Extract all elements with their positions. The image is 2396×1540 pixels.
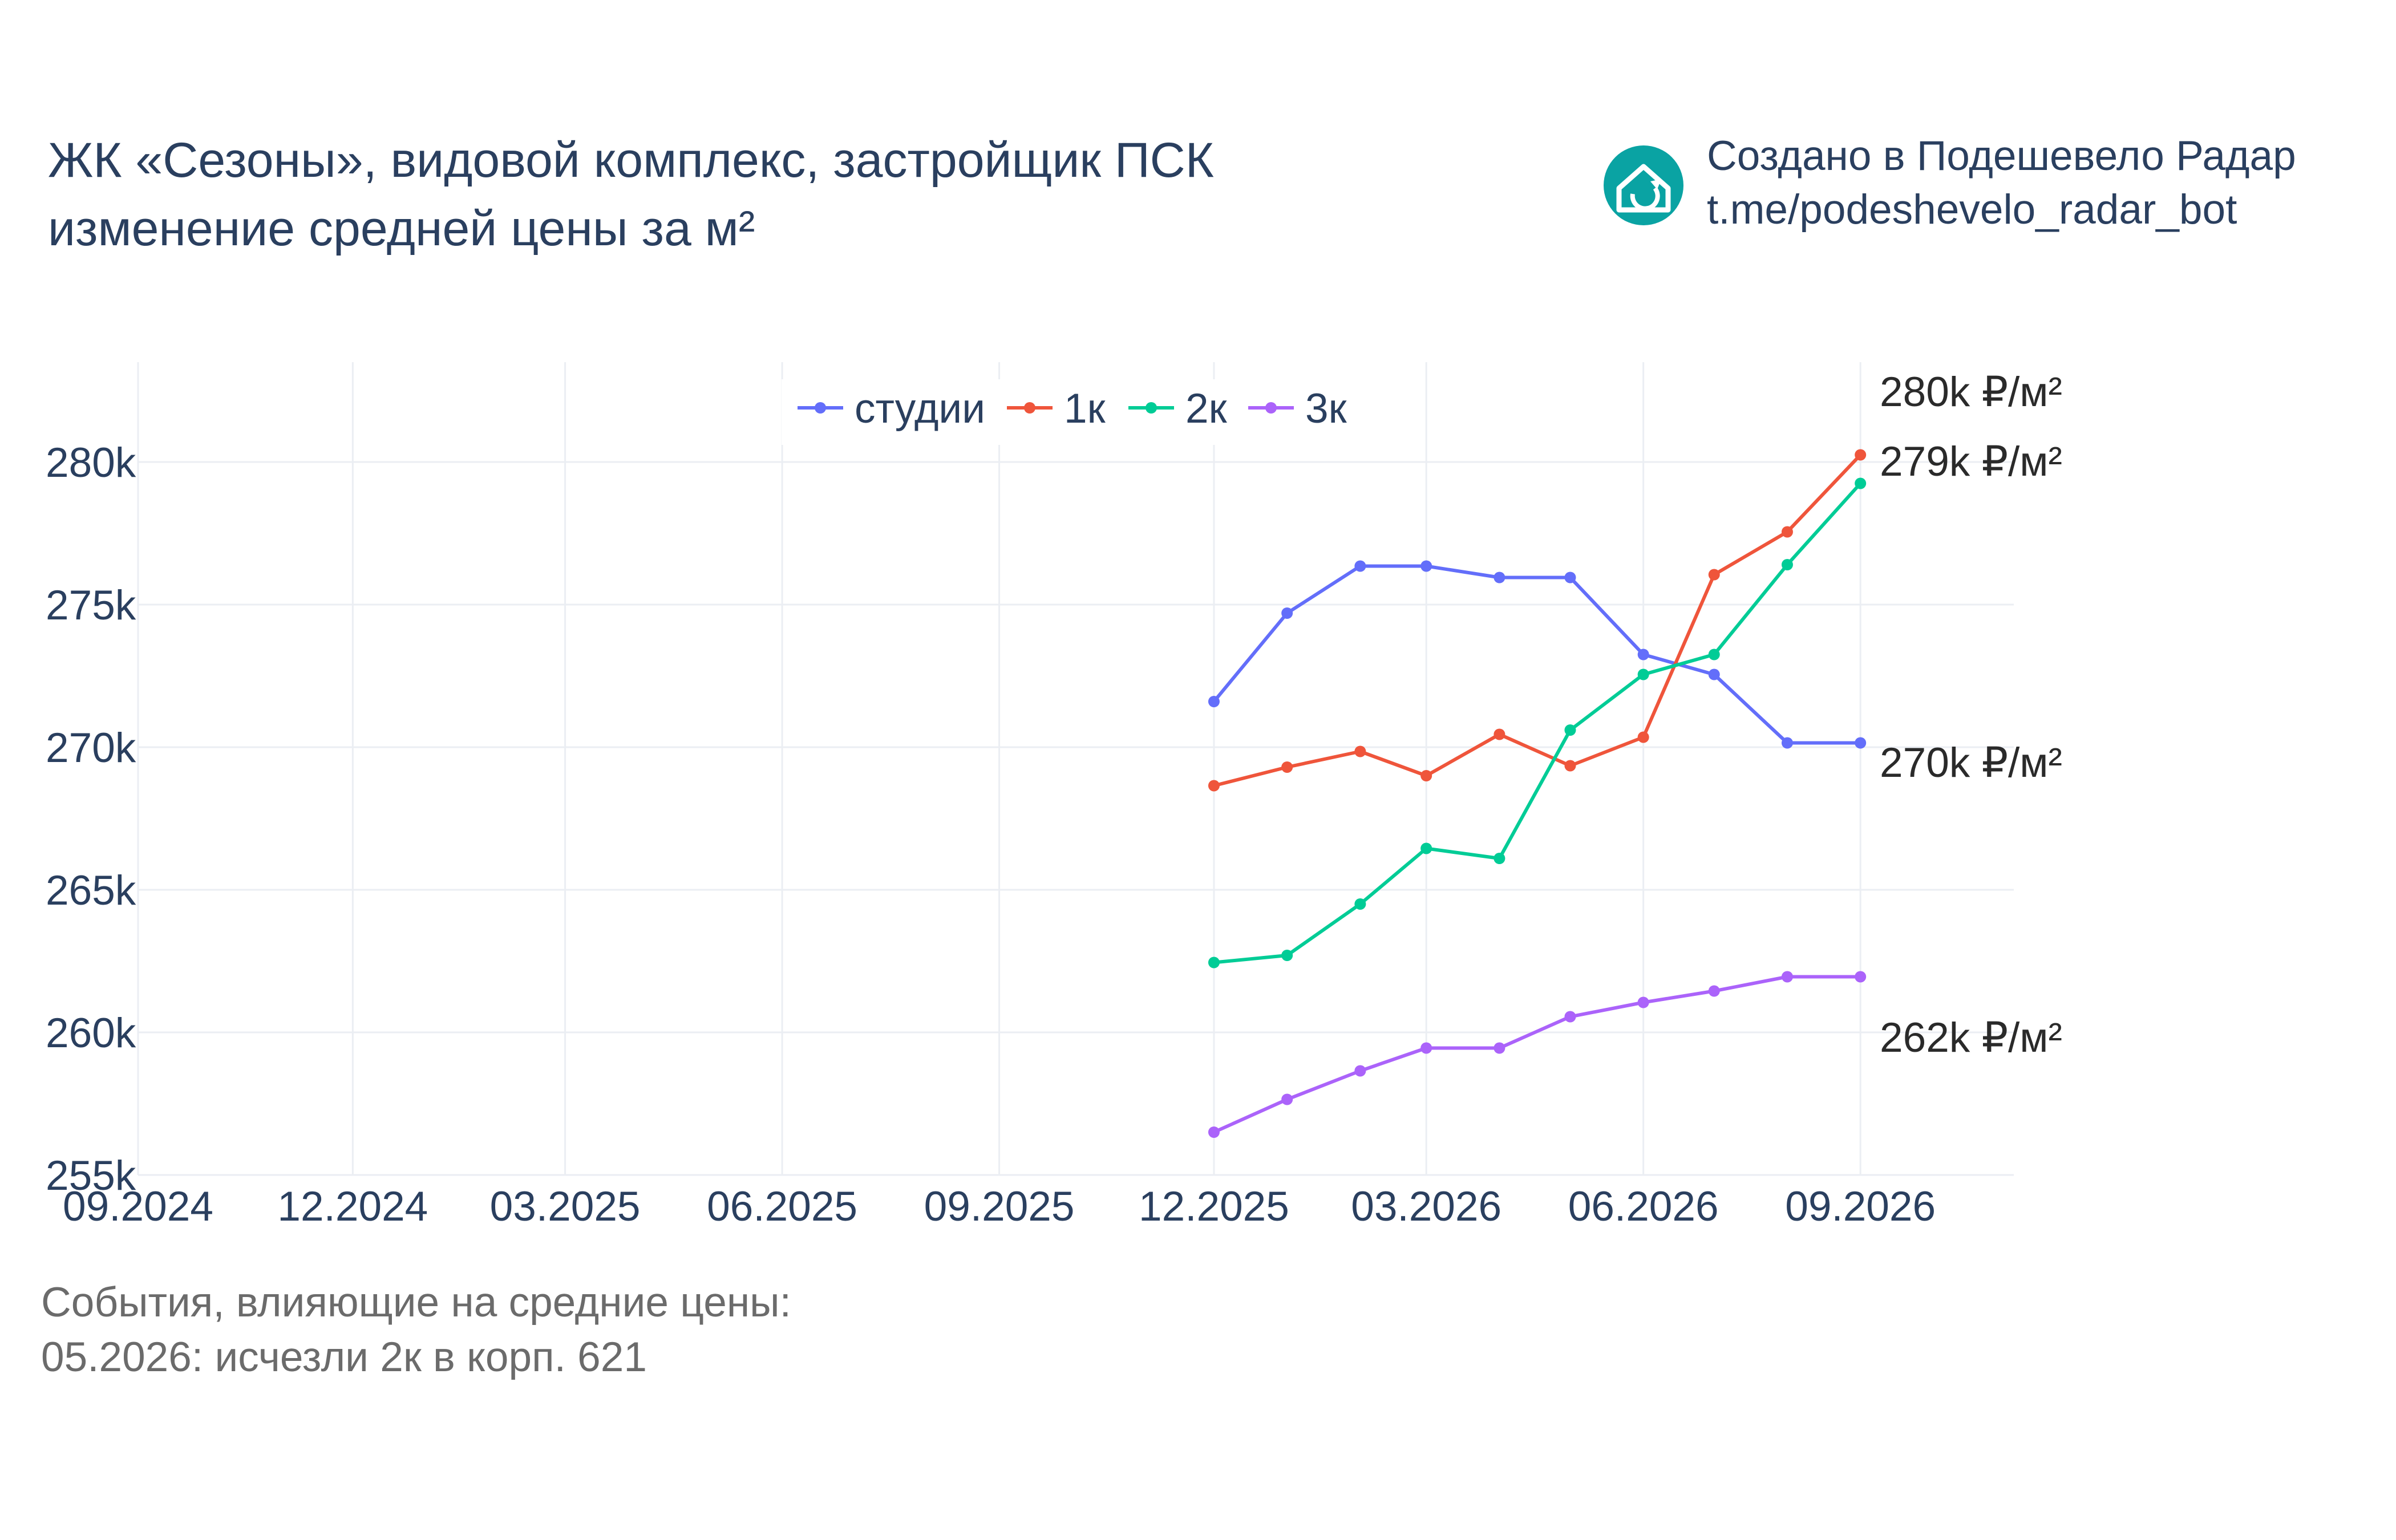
data-point bbox=[1855, 971, 1867, 983]
y-tick-label: 270k bbox=[46, 725, 136, 771]
legend-label: 3к bbox=[1305, 386, 1347, 432]
y-tick-label: 275k bbox=[46, 582, 136, 629]
data-point bbox=[1781, 971, 1793, 983]
data-point bbox=[1708, 649, 1720, 660]
y-tick-label: 260k bbox=[46, 1010, 136, 1056]
data-point bbox=[1208, 780, 1220, 792]
legend-label: 2к bbox=[1185, 386, 1228, 432]
data-point bbox=[1354, 745, 1366, 757]
data-point bbox=[1564, 724, 1576, 736]
data-point bbox=[1708, 985, 1720, 997]
y-axis-ticks: 255k 260k 265k 270k 275k 280k bbox=[46, 440, 136, 1199]
series-0 bbox=[1208, 560, 1867, 749]
legend-label: 1к bbox=[1064, 386, 1106, 432]
events-heading: События, влияющие на средние цены: bbox=[41, 1279, 791, 1326]
data-point bbox=[1637, 649, 1649, 660]
data-point bbox=[1781, 526, 1793, 538]
y-tick-label: 280k bbox=[46, 440, 136, 486]
data-point bbox=[1420, 770, 1432, 781]
series-line bbox=[1213, 975, 1861, 1134]
series-2 bbox=[1208, 477, 1867, 968]
data-point bbox=[1494, 1042, 1505, 1054]
data-point bbox=[1208, 696, 1220, 707]
end-value-label: 279k ₽/м² bbox=[1880, 439, 2062, 485]
y-tick-label: 265k bbox=[46, 868, 136, 914]
data-point bbox=[1281, 761, 1293, 773]
data-point bbox=[1420, 842, 1432, 854]
series-lines bbox=[1208, 449, 1867, 1138]
end-value-label: 262k ₽/м² bbox=[1880, 1015, 2062, 1061]
data-point bbox=[1208, 957, 1220, 968]
legend-swatch-marker bbox=[1024, 402, 1035, 414]
legend-label: студии bbox=[855, 386, 985, 432]
x-tick-label: 09.2026 bbox=[1785, 1184, 1936, 1230]
data-point bbox=[1855, 477, 1867, 489]
data-point bbox=[1494, 853, 1505, 864]
x-tick-label: 09.2025 bbox=[924, 1184, 1075, 1230]
data-point bbox=[1420, 1042, 1432, 1054]
data-point bbox=[1855, 449, 1867, 461]
legend-item[interactable]: 2к bbox=[1128, 386, 1228, 432]
data-point bbox=[1637, 996, 1649, 1008]
data-point bbox=[1564, 760, 1576, 772]
legend-item[interactable]: студии bbox=[798, 386, 985, 432]
legend-swatch-marker bbox=[815, 402, 826, 414]
data-point bbox=[1281, 950, 1293, 961]
end-value-labels: 280k ₽/м² 279k ₽/м² 270k ₽/м² 262k ₽/м² bbox=[1880, 369, 2062, 1061]
data-point bbox=[1281, 1093, 1293, 1105]
data-point bbox=[1637, 731, 1649, 743]
series-1 bbox=[1208, 449, 1867, 792]
event-item: 05.2026: исчезли 2к в корп. 621 bbox=[41, 1334, 647, 1380]
x-tick-label: 03.2025 bbox=[490, 1184, 641, 1230]
data-point bbox=[1420, 560, 1432, 572]
data-point bbox=[1354, 898, 1366, 910]
legend-item[interactable]: 1к bbox=[1007, 386, 1106, 432]
credit-line-1: Создано в Подешевело Радар bbox=[1707, 133, 2296, 179]
legend-swatch-marker bbox=[1146, 402, 1157, 414]
data-point bbox=[1708, 569, 1720, 581]
data-point bbox=[1564, 1011, 1576, 1023]
chart-title-line-1: ЖК «Сезоны», видовой комплекс, застройщи… bbox=[48, 133, 1214, 188]
end-value-label: 280k ₽/м² bbox=[1880, 369, 2062, 415]
data-point bbox=[1208, 1126, 1220, 1138]
legend-background bbox=[782, 379, 1358, 445]
x-tick-label: 03.2026 bbox=[1351, 1184, 1501, 1230]
data-point bbox=[1708, 668, 1720, 680]
x-tick-label: 09.2024 bbox=[63, 1184, 213, 1230]
y-tick-label: 255k bbox=[46, 1153, 136, 1199]
series-3 bbox=[1208, 971, 1867, 1138]
data-point bbox=[1781, 559, 1793, 570]
series-line bbox=[1212, 564, 1861, 745]
data-point bbox=[1855, 737, 1867, 749]
data-point bbox=[1354, 560, 1366, 572]
legend-item[interactable]: 3к bbox=[1248, 386, 1347, 432]
x-tick-label: 06.2025 bbox=[707, 1184, 857, 1230]
house-refresh-icon bbox=[1604, 145, 1683, 225]
x-tick-label: 12.2024 bbox=[277, 1184, 428, 1230]
end-value-label: 270k ₽/м² bbox=[1880, 740, 2062, 786]
data-point bbox=[1781, 737, 1793, 749]
chart-title-line-2: изменение средней цены за м² bbox=[48, 201, 755, 256]
x-tick-label: 12.2025 bbox=[1139, 1184, 1289, 1230]
data-point bbox=[1354, 1065, 1366, 1077]
legend-swatch-marker bbox=[1265, 402, 1277, 414]
legend: студии 1к 2к 3к bbox=[782, 379, 1358, 445]
x-axis-ticks: 09.2024 12.2024 03.2025 06.2025 09.2025 12.20… bbox=[63, 1184, 1936, 1230]
data-point bbox=[1494, 728, 1505, 740]
data-point bbox=[1637, 668, 1649, 680]
grid-lines bbox=[137, 362, 2014, 1176]
data-point bbox=[1494, 572, 1505, 583]
credit-line-2: t.me/podeshevelo_radar_bot bbox=[1707, 187, 2237, 233]
data-point bbox=[1564, 572, 1576, 583]
x-tick-label: 06.2026 bbox=[1568, 1184, 1719, 1230]
data-point bbox=[1281, 607, 1293, 619]
series-line bbox=[1213, 453, 1862, 788]
series-line bbox=[1213, 482, 1862, 964]
